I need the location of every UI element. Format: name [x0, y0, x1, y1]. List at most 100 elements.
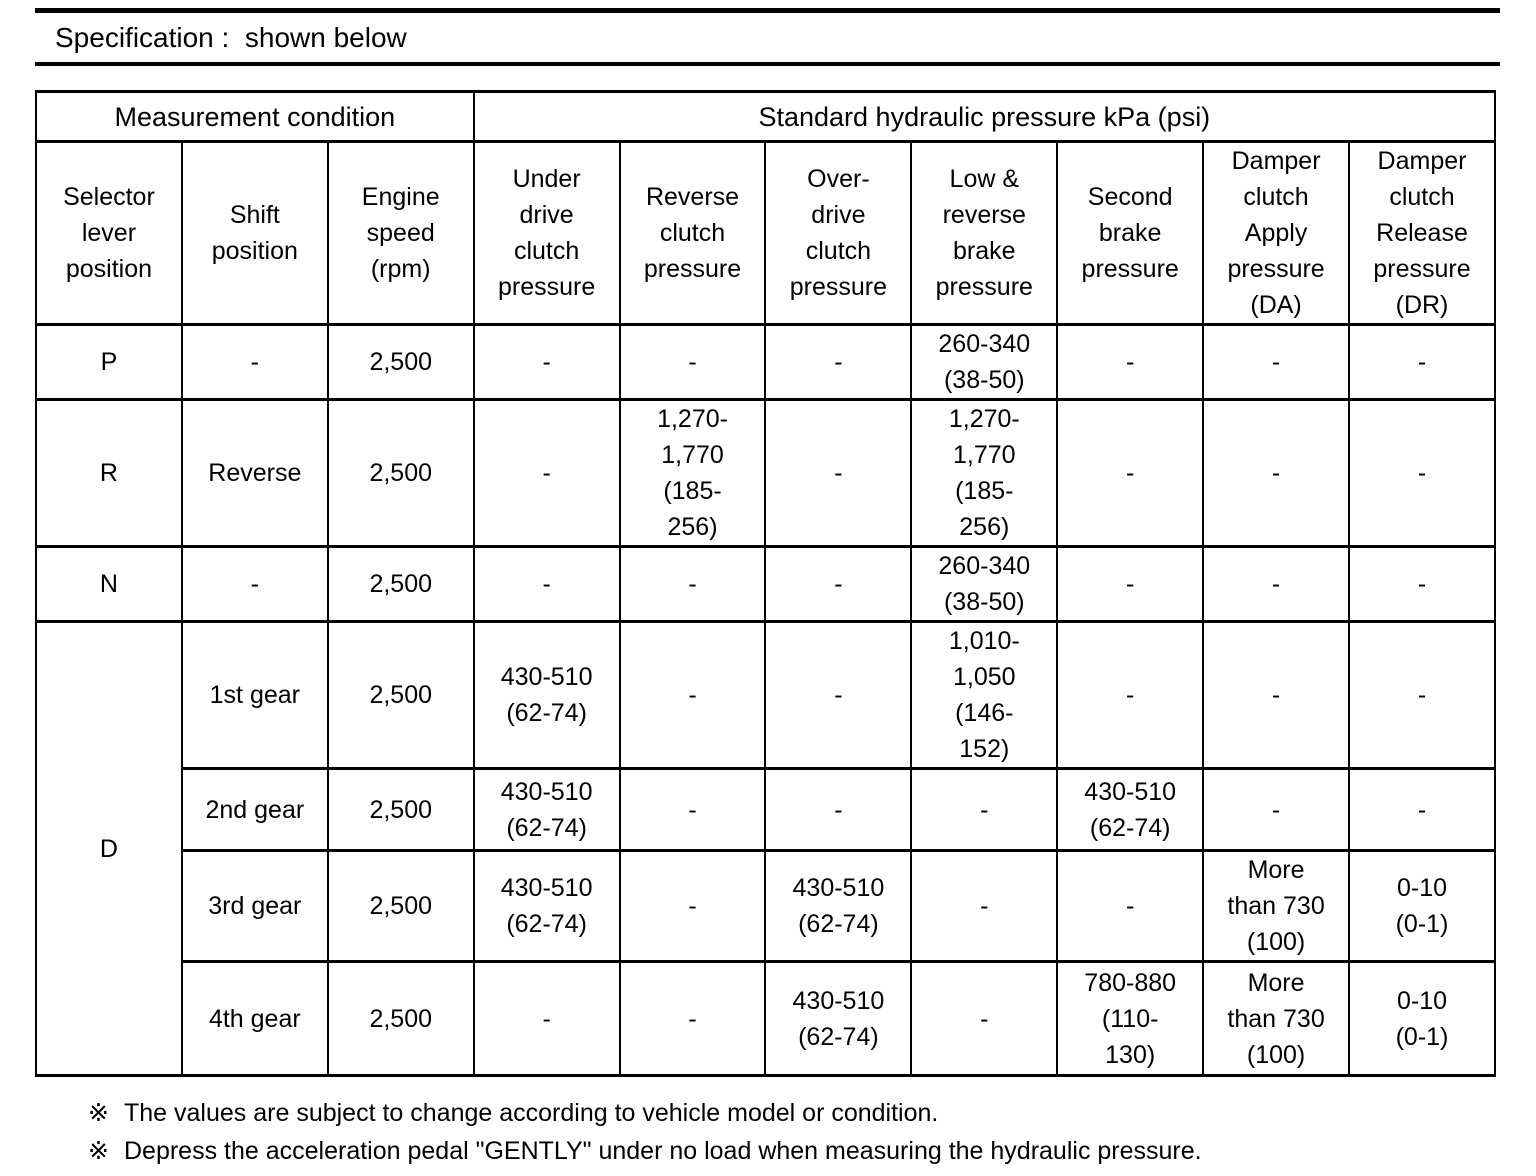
note-text: Depress the acceleration pedal "GENTLY" …	[124, 1137, 1202, 1165]
column-header-engine-speed: Engine speed (rpm)	[326, 140, 475, 326]
hydraulic-pressure-spec-table: Measurement condition Standard hydraulic…	[35, 90, 1497, 1077]
page-title: Specification : shown below	[55, 22, 407, 53]
table-row: Measurement condition Standard hydraulic…	[35, 90, 1497, 143]
cell-over-drive-clutch-pressure: -	[764, 398, 913, 548]
cell-damper-clutch-apply-pressure: -	[1202, 767, 1351, 852]
cell-over-drive-clutch-pressure: 430-510 (62-74)	[764, 849, 913, 963]
cell-under-drive-clutch-pressure: -	[472, 398, 621, 548]
cell-damper-clutch-release-pressure: 0-10 (0-1)	[1348, 849, 1496, 963]
cell-damper-clutch-apply-pressure: -	[1202, 545, 1351, 623]
cell-damper-clutch-release-pressure: -	[1348, 323, 1496, 401]
cell-reverse-clutch-pressure: -	[618, 767, 767, 852]
cell-shift-position: -	[180, 323, 329, 401]
cell-selector-lever: D	[35, 620, 183, 1077]
cell-low-reverse-brake-pressure: 260-340 (38-50)	[910, 323, 1059, 401]
cell-reverse-clutch-pressure: -	[618, 545, 767, 623]
note-line: ※ Depress the acceleration pedal "GENTLY…	[88, 1132, 1488, 1170]
cell-low-reverse-brake-pressure: 260-340 (38-50)	[910, 545, 1059, 623]
cell-over-drive-clutch-pressure: 430-510 (62-74)	[764, 960, 913, 1077]
cell-reverse-clutch-pressure: 1,270- 1,770 (185- 256)	[618, 398, 767, 548]
cell-under-drive-clutch-pressure: -	[472, 323, 621, 401]
cell-under-drive-clutch-pressure: 430-510 (62-74)	[472, 767, 621, 852]
note-text: The values are subject to change accordi…	[124, 1099, 939, 1127]
cell-engine-speed: 2,500	[326, 767, 475, 852]
cell-damper-clutch-release-pressure: -	[1348, 767, 1496, 852]
cell-under-drive-clutch-pressure: 430-510 (62-74)	[472, 620, 621, 770]
cell-under-drive-clutch-pressure: -	[472, 545, 621, 623]
cell-reverse-clutch-pressure: -	[618, 849, 767, 963]
column-header-damper-clutch-release-pressure: Damper clutch Release pressure (DR)	[1348, 140, 1496, 326]
cell-under-drive-clutch-pressure: -	[472, 960, 621, 1077]
table-row: 2nd gear 2,500 430-510 (62-74) - - - 430…	[36, 767, 1496, 852]
table-row: Selector lever position Shift position E…	[35, 140, 1496, 326]
cell-second-brake-pressure: -	[1056, 323, 1205, 401]
cell-damper-clutch-apply-pressure: -	[1202, 398, 1351, 548]
table-row: D 1st gear 2,500 430-510 (62-74) - - 1,0…	[35, 620, 1496, 1077]
table-row: R Reverse 2,500 - 1,270- 1,770 (185- 256…	[35, 398, 1496, 548]
reference-mark-icon: ※	[88, 1099, 109, 1127]
cell-over-drive-clutch-pressure: -	[764, 323, 913, 401]
column-header-under-drive-clutch-pressure: Under drive clutch pressure	[472, 140, 621, 326]
cell-shift-position: 2nd gear	[180, 767, 329, 852]
cell-reverse-clutch-pressure: -	[618, 960, 767, 1077]
reference-mark-icon: ※	[88, 1137, 109, 1165]
cell-low-reverse-brake-pressure: -	[910, 767, 1059, 852]
column-header-shift-position: Shift position	[180, 140, 329, 326]
group-header-measurement-condition: Measurement condition	[35, 90, 475, 143]
cell-reverse-clutch-pressure: -	[618, 323, 767, 401]
top-rule	[35, 8, 1500, 13]
cell-damper-clutch-release-pressure: -	[1348, 398, 1496, 548]
cell-selector-lever: R	[35, 398, 183, 548]
cell-low-reverse-brake-pressure: -	[910, 849, 1059, 963]
cell-over-drive-clutch-pressure: -	[764, 545, 913, 623]
spec-header: Specification : shown below	[35, 8, 1500, 66]
cell-damper-clutch-release-pressure: 0-10 (0-1)	[1348, 960, 1496, 1077]
cell-under-drive-clutch-pressure: 430-510 (62-74)	[472, 849, 621, 963]
cell-low-reverse-brake-pressure: 1,010- 1,050 (146- 152)	[910, 620, 1059, 770]
cell-second-brake-pressure: -	[1056, 398, 1205, 548]
column-header-low-reverse-brake-pressure: Low & reverse brake pressure	[910, 140, 1059, 326]
cell-engine-speed: 2,500	[326, 323, 475, 401]
footnotes: ※ The values are subject to change accor…	[88, 1094, 1488, 1170]
cell-second-brake-pressure: -	[1056, 620, 1205, 770]
cell-shift-position: 3rd gear	[180, 849, 329, 963]
table-row: N - 2,500 - - - 260-340 (38-50) - - -	[35, 545, 1496, 623]
column-header-over-drive-clutch-pressure: Over- drive clutch pressure	[764, 140, 913, 326]
note-line: ※ The values are subject to change accor…	[88, 1094, 1488, 1132]
cell-damper-clutch-apply-pressure: More than 730 (100)	[1202, 960, 1351, 1077]
cell-selector-lever: N	[35, 545, 183, 623]
cell-second-brake-pressure: -	[1056, 849, 1205, 963]
table-row: 4th gear 2,500 - - 430-510 (62-74) - 780…	[36, 960, 1496, 1077]
cell-shift-position: -	[180, 545, 329, 623]
cell-damper-clutch-apply-pressure: -	[1202, 620, 1351, 770]
column-header-reverse-clutch-pressure: Reverse clutch pressure	[618, 140, 767, 326]
table-row: P - 2,500 - - - 260-340 (38-50) - - -	[35, 323, 1496, 401]
cell-shift-position: Reverse	[180, 398, 329, 548]
cell-damper-clutch-apply-pressure: -	[1202, 323, 1351, 401]
cell-engine-speed: 2,500	[326, 960, 475, 1077]
column-header-damper-clutch-apply-pressure: Damper clutch Apply pressure (DA)	[1202, 140, 1351, 326]
group-header-standard-pressure: Standard hydraulic pressure kPa (psi)	[472, 90, 1497, 143]
cell-second-brake-pressure: -	[1056, 545, 1205, 623]
column-header-second-brake-pressure: Second brake pressure	[1056, 140, 1205, 326]
cell-low-reverse-brake-pressure: -	[910, 960, 1059, 1077]
cell-over-drive-clutch-pressure: -	[764, 620, 913, 770]
cell-damper-clutch-release-pressure: -	[1348, 545, 1496, 623]
cell-reverse-clutch-pressure: -	[618, 620, 767, 770]
cell-over-drive-clutch-pressure: -	[764, 767, 913, 852]
cell-selector-lever: P	[35, 323, 183, 401]
cell-engine-speed: 2,500	[326, 849, 475, 963]
cell-shift-position: 4th gear	[180, 960, 329, 1077]
cell-damper-clutch-apply-pressure: More than 730 (100)	[1202, 849, 1351, 963]
cell-shift-position: 1st gear	[180, 620, 329, 770]
cell-engine-speed: 2,500	[326, 545, 475, 623]
cell-engine-speed: 2,500	[326, 620, 475, 770]
cell-second-brake-pressure: 780-880 (110- 130)	[1056, 960, 1205, 1077]
column-header-selector-lever-position: Selector lever position	[35, 140, 183, 326]
table-row: 3rd gear 2,500 430-510 (62-74) - 430-510…	[36, 849, 1496, 963]
title-underline-rule	[35, 62, 1500, 66]
cell-engine-speed: 2,500	[326, 398, 475, 548]
cell-damper-clutch-release-pressure: -	[1348, 620, 1496, 770]
cell-second-brake-pressure: 430-510 (62-74)	[1056, 767, 1205, 852]
cell-low-reverse-brake-pressure: 1,270- 1,770 (185- 256)	[910, 398, 1059, 548]
